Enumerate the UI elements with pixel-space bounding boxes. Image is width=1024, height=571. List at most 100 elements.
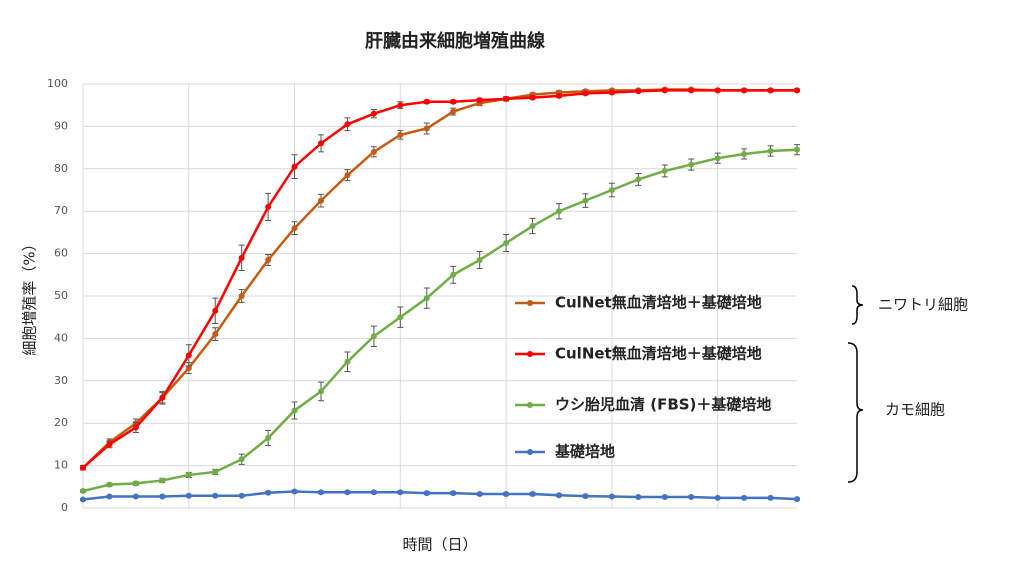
point [291,488,298,495]
bracket [851,285,864,325]
series [80,144,800,495]
point [265,435,272,442]
legend-label: 基礎培地 [554,443,615,461]
point [344,489,351,496]
point [106,493,113,500]
point [582,90,589,97]
point [423,125,430,132]
point [397,102,404,109]
point [582,197,589,204]
legend-marker [527,300,533,306]
point [423,98,430,105]
y-tick-label: 70 [54,204,68,217]
point [80,464,86,471]
point [238,254,245,261]
y-tick-label: 100 [47,77,68,90]
point [450,490,457,497]
series [80,87,800,471]
point [476,491,483,498]
point [159,394,166,401]
point [688,161,695,168]
point [794,496,800,503]
legend-label: ウシ胎児血清 (FBS)＋基礎培地 [555,396,771,414]
legend-label: CulNet無血清培地＋基礎培地 [555,294,762,312]
point [265,203,272,210]
chart-title: 肝臓由来細胞増殖曲線 [365,30,545,52]
point [450,271,457,278]
point [794,146,800,153]
point [80,488,86,495]
point [688,87,695,94]
point [741,150,748,157]
point [132,493,139,500]
y-tick-label: 60 [54,247,68,260]
point [714,87,721,94]
point [741,87,748,94]
point [608,187,615,193]
point [370,148,377,155]
point [132,480,139,487]
point [185,365,192,372]
point [503,95,510,102]
point [185,352,192,359]
point [741,494,748,501]
point [635,176,642,183]
y-tick-label: 30 [54,374,68,387]
point [450,108,457,115]
point [661,493,668,500]
point [318,197,324,204]
y-tick-label: 50 [54,289,68,302]
point [106,481,113,488]
y-tick-label: 0 [61,501,68,514]
point [503,240,510,246]
point [344,358,351,365]
point [714,155,721,162]
point [318,388,324,395]
point [318,489,324,496]
point [344,121,351,128]
legend-marker [527,402,533,408]
point [159,477,166,484]
legend-marker [527,449,533,455]
point [185,492,192,499]
point [238,492,245,499]
point [503,491,510,498]
point [212,307,219,314]
y-tick-label: 10 [54,459,68,472]
point [556,92,562,99]
point [159,493,166,500]
point [767,494,774,501]
point [423,295,430,302]
point [529,491,536,498]
y-tick-label: 90 [54,119,68,132]
point [556,208,562,215]
point [529,94,536,101]
point [291,225,298,232]
point [635,88,642,95]
point [80,496,86,503]
point [608,493,615,500]
y-tick-label: 40 [54,331,68,344]
y-tick-label: 20 [54,416,68,429]
point [529,223,536,230]
x-axis-label: 時間（日） [402,536,477,554]
point [688,493,695,500]
line [82,490,798,501]
point [370,110,377,117]
legend-label: CulNet無血清培地＋基礎培地 [555,345,762,363]
legend-marker [527,351,533,357]
line [82,148,798,493]
point [608,89,615,96]
point [397,314,404,321]
point [450,98,457,105]
legend-group-label: カモ細胞 [885,401,945,419]
point [132,424,139,431]
point [212,331,219,338]
point [794,87,800,94]
point [582,493,589,500]
point [318,140,324,147]
point [238,293,245,299]
legend-group-label: ニワトリ細胞 [878,296,968,314]
bracket [847,342,864,483]
